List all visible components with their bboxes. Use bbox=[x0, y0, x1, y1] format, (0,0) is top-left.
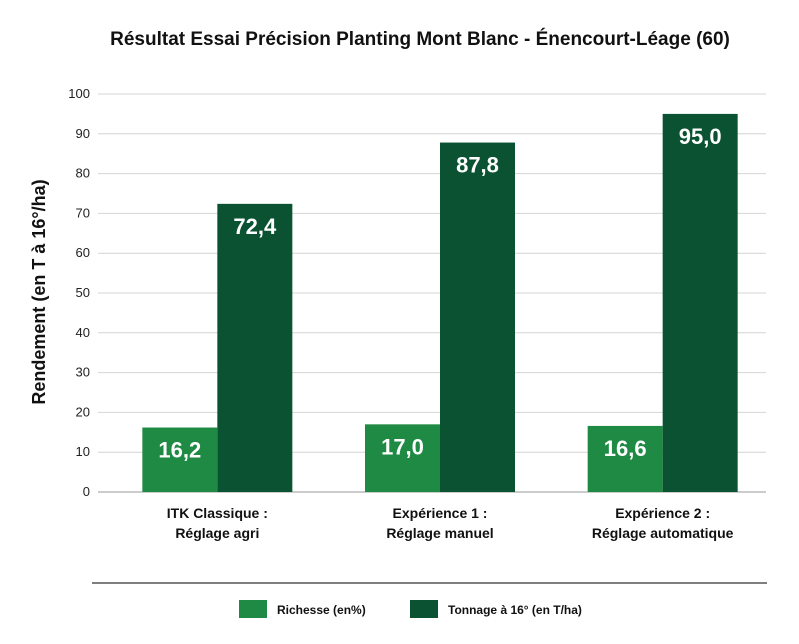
bar-richesse bbox=[365, 424, 440, 492]
legend-label: Tonnage à 16° (en T/ha) bbox=[448, 603, 582, 617]
bar-richesse bbox=[142, 427, 218, 492]
bar-tonnage bbox=[662, 113, 738, 493]
data-labels: 16,2 72,4 17,0 87,8 16,6 95,0 bbox=[158, 124, 721, 463]
data-label: 17,0 bbox=[381, 434, 424, 459]
category-label: Expérience 1 : bbox=[393, 505, 488, 521]
category-label: Réglage manuel bbox=[386, 525, 493, 541]
data-label: 16,6 bbox=[604, 436, 647, 461]
bar-tonnage bbox=[217, 203, 293, 492]
data-label: 16,2 bbox=[158, 438, 201, 463]
category-label: Réglage automatique bbox=[592, 525, 734, 541]
data-label: 72,4 bbox=[233, 214, 277, 239]
y-axis-label: Rendement (en T à 16°/ha) bbox=[29, 179, 49, 404]
y-tick-label: 30 bbox=[76, 365, 90, 380]
y-tick-label: 60 bbox=[76, 245, 90, 260]
y-axis-ticks: 0 10 20 30 40 50 60 70 80 90 100 bbox=[68, 86, 90, 499]
data-label: 95,0 bbox=[679, 124, 722, 149]
y-tick-label: 50 bbox=[76, 285, 90, 300]
legend: Richesse (en%) Tonnage à 16° (en T/ha) bbox=[239, 600, 582, 618]
legend-swatch bbox=[410, 600, 438, 618]
bar-richesse bbox=[587, 425, 663, 492]
category-label: ITK Classique : bbox=[167, 505, 268, 521]
y-tick-label: 80 bbox=[76, 166, 90, 181]
legend-swatch bbox=[239, 600, 267, 618]
legend-label: Richesse (en%) bbox=[277, 603, 366, 617]
y-tick-label: 90 bbox=[76, 126, 90, 141]
category-labels: ITK Classique : Réglage agri Expérience 1 … bbox=[167, 505, 734, 541]
y-tick-label: 40 bbox=[76, 325, 90, 340]
y-tick-label: 10 bbox=[76, 444, 90, 459]
data-label: 87,8 bbox=[456, 153, 499, 178]
y-tick-label: 0 bbox=[83, 484, 90, 499]
bar-tonnage bbox=[440, 142, 515, 492]
bars bbox=[142, 113, 738, 493]
chart-title: Résultat Essai Précision Planting Mont B… bbox=[110, 28, 730, 50]
y-tick-label: 20 bbox=[76, 404, 90, 419]
category-label: Réglage agri bbox=[175, 525, 259, 541]
category-label: Expérience 2 : bbox=[615, 505, 710, 521]
y-tick-label: 100 bbox=[68, 86, 90, 101]
y-tick-label: 70 bbox=[76, 205, 90, 220]
